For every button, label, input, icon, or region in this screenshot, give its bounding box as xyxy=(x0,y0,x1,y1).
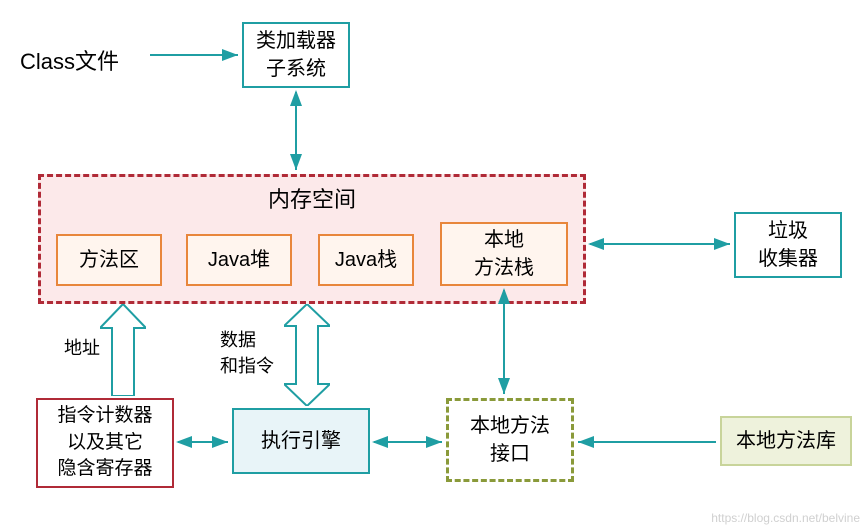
hollow-arrow-data-instr xyxy=(284,304,330,406)
exec-engine-box: 执行引擎 xyxy=(232,408,370,474)
native-lib-box: 本地方法库 xyxy=(720,416,852,466)
method-area-box: 方法区 xyxy=(56,234,162,286)
gc-box: 垃圾 收集器 xyxy=(734,212,842,278)
class-file-label: Class文件 xyxy=(20,44,119,76)
native-stack-box: 本地 方法栈 xyxy=(440,222,568,286)
classloader-box: 类加载器 子系统 xyxy=(242,22,350,88)
pc-register-box: 指令计数器 以及其它 隐含寄存器 xyxy=(36,398,174,488)
memory-space-title: 内存空间 xyxy=(268,185,356,216)
data-instr-label: 数据 和指令 xyxy=(220,326,274,378)
java-stack-box: Java栈 xyxy=(318,234,414,286)
hollow-arrow-address xyxy=(100,304,146,396)
watermark-text: https://blog.csdn.net/belvine xyxy=(711,511,860,525)
native-interface-box: 本地方法 接口 xyxy=(446,398,574,482)
address-label: 地址 xyxy=(64,334,100,360)
java-heap-box: Java堆 xyxy=(186,234,292,286)
